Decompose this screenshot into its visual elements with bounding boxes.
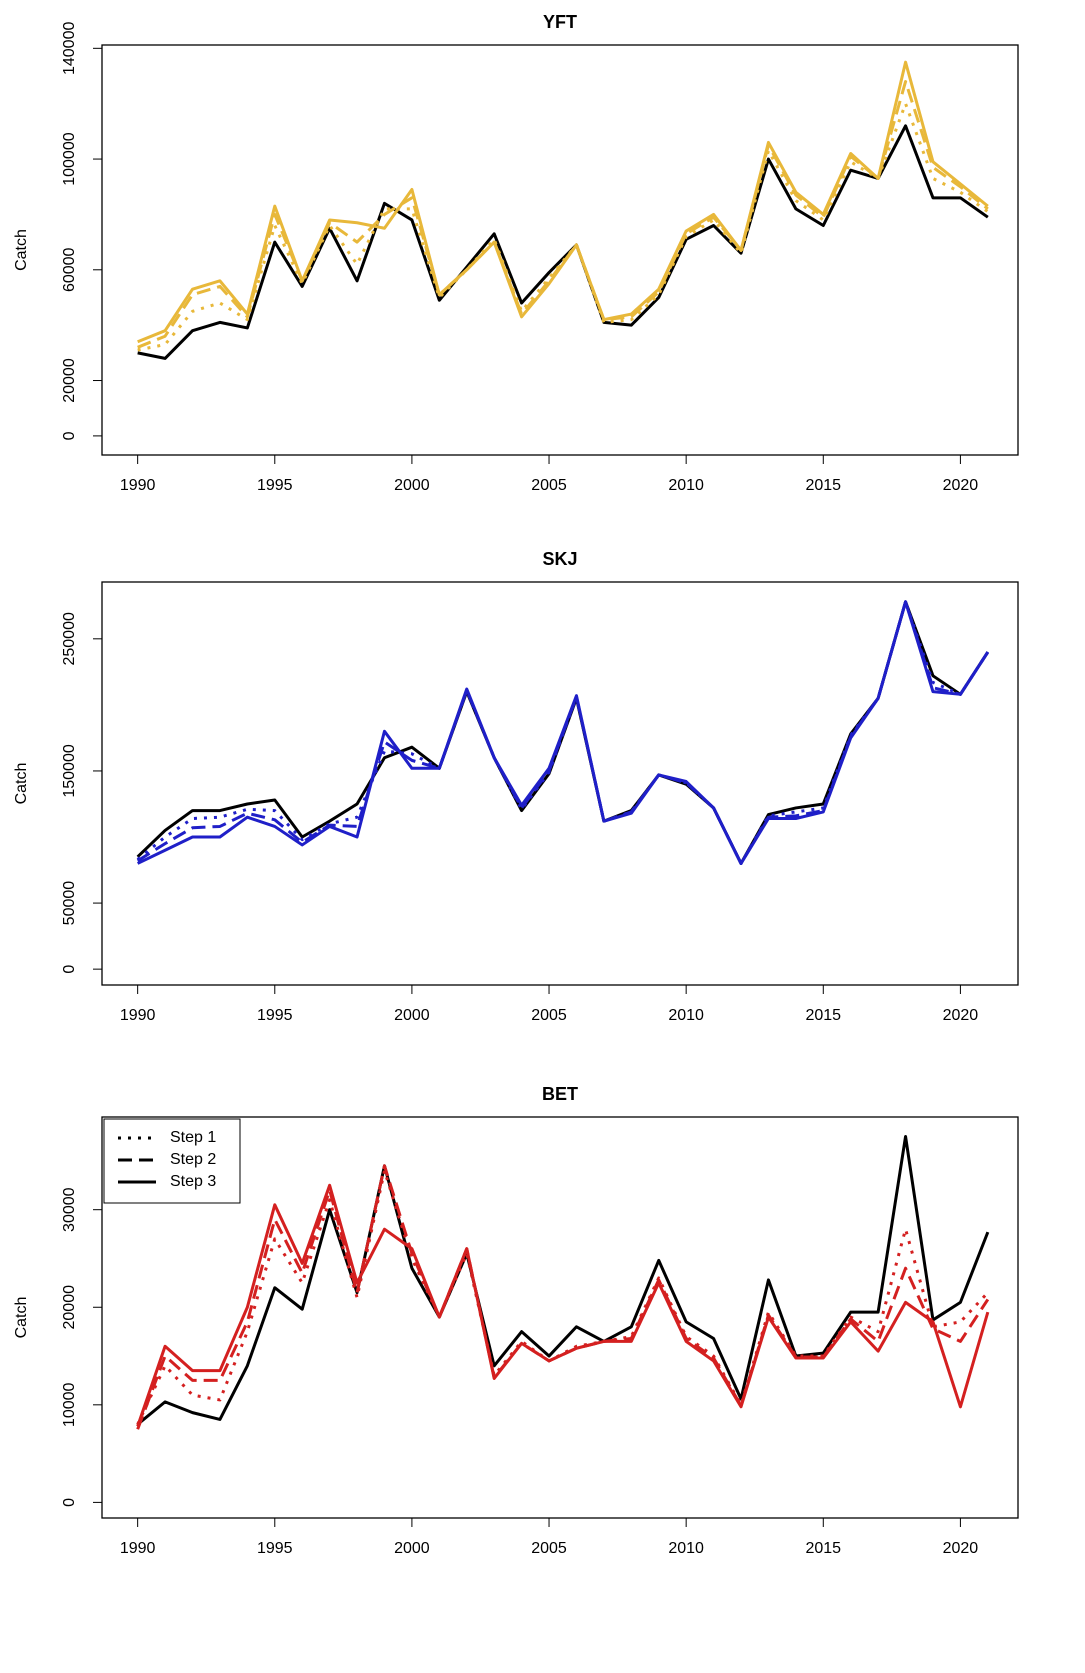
x-tick-label: 2000 bbox=[394, 1540, 430, 1557]
y-tick-label: 10000 bbox=[61, 1382, 78, 1427]
x-tick-label: 2010 bbox=[668, 1540, 704, 1557]
legend-label: Step 1 bbox=[170, 1129, 216, 1146]
chart-title: YFT bbox=[543, 12, 577, 32]
plot-frame bbox=[101, 44, 1019, 456]
panel: BET Catch 0 10000 20000 30000 1990 1995 2000 2005… bbox=[13, 1084, 1019, 1557]
y-tick-label: 250000 bbox=[61, 612, 78, 665]
y-tick-label: 150000 bbox=[61, 744, 78, 797]
series-line bbox=[136, 1183, 990, 1427]
x-tick-label: 2010 bbox=[668, 477, 704, 494]
x-tick-label: 2000 bbox=[394, 1007, 430, 1024]
y-tick-label: 30000 bbox=[61, 1187, 78, 1232]
y-axis-label: Catch bbox=[13, 763, 30, 805]
x-tick-label: 2015 bbox=[805, 1540, 841, 1557]
legend-label: Step 3 bbox=[170, 1173, 216, 1190]
x-tick-label: 2020 bbox=[943, 1007, 979, 1024]
plot-frame bbox=[101, 581, 1019, 986]
y-tick-label: 100000 bbox=[61, 132, 78, 185]
x-tick-label: 1990 bbox=[120, 1540, 156, 1557]
series-line bbox=[137, 60, 989, 344]
x-tick-label: 1995 bbox=[257, 1540, 293, 1557]
y-tick-label: 0 bbox=[61, 965, 78, 974]
y-axis-label: Catch bbox=[13, 1297, 30, 1339]
y-tick-label: 140000 bbox=[61, 22, 78, 75]
panel: SKJ Catch 0 50000 150000 250000 1990 1995 2000 20… bbox=[13, 549, 1019, 1024]
x-tick-label: 2015 bbox=[805, 1007, 841, 1024]
chart-title: SKJ bbox=[542, 549, 577, 569]
plot-frame bbox=[101, 1116, 1019, 1519]
y-axis-label: Catch bbox=[13, 229, 30, 271]
y-tick-label: 0 bbox=[61, 431, 78, 440]
x-tick-label: 2020 bbox=[943, 1540, 979, 1557]
x-tick-label: 2015 bbox=[805, 477, 841, 494]
x-tick-label: 1995 bbox=[257, 1007, 293, 1024]
y-tick-label: 20000 bbox=[61, 1285, 78, 1330]
x-tick-label: 2005 bbox=[531, 477, 567, 494]
series-line bbox=[136, 1135, 990, 1426]
x-tick-label: 2005 bbox=[531, 1540, 567, 1557]
panel: YFT Catch 0 20000 60000 100000 140000 1990 1995 2… bbox=[13, 12, 1019, 494]
y-tick-label: 50000 bbox=[61, 881, 78, 926]
x-tick-label: 1995 bbox=[257, 477, 293, 494]
series-line bbox=[137, 102, 989, 352]
series-line bbox=[137, 124, 989, 360]
series-line bbox=[137, 600, 990, 865]
legend-label: Step 2 bbox=[170, 1151, 216, 1168]
y-tick-label: 0 bbox=[61, 1498, 78, 1507]
x-tick-label: 1990 bbox=[120, 477, 156, 494]
series-line bbox=[136, 1164, 990, 1430]
series-line bbox=[137, 80, 989, 349]
x-tick-label: 1990 bbox=[120, 1007, 156, 1024]
y-tick-label: 20000 bbox=[61, 358, 78, 403]
chart-title: BET bbox=[542, 1084, 578, 1104]
x-tick-label: 2010 bbox=[668, 1007, 704, 1024]
x-tick-label: 2020 bbox=[943, 477, 979, 494]
x-tick-label: 2000 bbox=[394, 477, 430, 494]
series-line bbox=[136, 1169, 989, 1425]
y-tick-label: 60000 bbox=[61, 247, 78, 292]
x-tick-label: 2005 bbox=[531, 1007, 567, 1024]
